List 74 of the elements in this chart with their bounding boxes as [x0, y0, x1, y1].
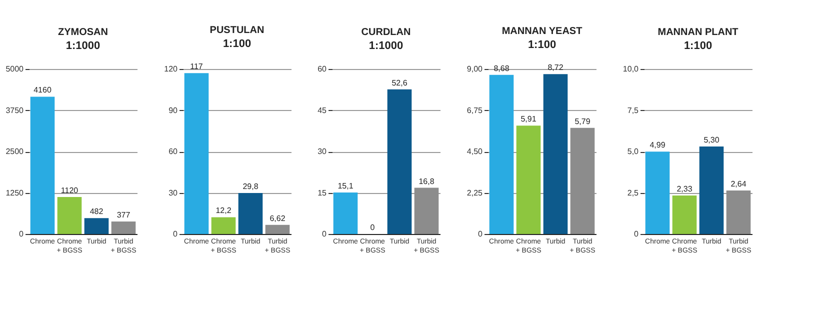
data-label: 5,79 — [574, 116, 591, 126]
data-label: 117 — [190, 62, 204, 72]
bar — [84, 218, 109, 234]
y-tick-label: 30 — [168, 188, 178, 198]
y-tick-label: 0 — [634, 230, 640, 238]
bar — [543, 74, 568, 234]
data-label: 4160 — [34, 86, 52, 95]
chart-subtitle: 1:1000 — [368, 40, 404, 52]
chart-title: CURDLAN — [361, 27, 411, 38]
bar — [699, 146, 724, 234]
chart-subtitle: 1:100 — [684, 40, 712, 52]
bar — [265, 224, 290, 234]
bar — [414, 188, 439, 234]
bar — [726, 190, 751, 234]
chart-subtitle: 1:100 — [528, 39, 556, 52]
y-tick-label: 15 — [318, 188, 328, 198]
data-label: 29,8 — [242, 182, 259, 192]
y-tick-label: 60 — [318, 64, 328, 74]
y-tick-label: 5,0 — [627, 147, 640, 156]
y-tick-label: 30 — [318, 147, 328, 156]
bar — [57, 197, 82, 234]
chart-title: MANNAN YEAST — [502, 26, 582, 38]
y-tick-label: 6,75 — [466, 106, 484, 115]
data-label: 6,62 — [270, 214, 286, 223]
bar — [333, 192, 358, 234]
bar — [570, 128, 595, 234]
data-label: 5,30 — [704, 136, 720, 145]
y-tick-label: 3750 — [6, 106, 24, 115]
y-tick-label: 10,0 — [622, 64, 640, 74]
bar — [111, 222, 136, 234]
chart-title: ZYMOSAN — [58, 27, 108, 38]
y-tick-label: 2,25 — [466, 188, 484, 198]
data-label: 15,1 — [338, 181, 354, 190]
bar — [516, 126, 541, 234]
y-tick-label: 2,5 — [627, 188, 640, 198]
bar — [211, 217, 236, 234]
data-label: 8,72 — [548, 63, 564, 72]
bar — [184, 73, 209, 234]
y-tick-label: 120 — [164, 64, 178, 74]
y-tick-label: 60 — [168, 147, 178, 156]
y-tick-label: 1250 — [6, 188, 24, 198]
y-tick-label: 5000 — [6, 64, 24, 74]
chart-subtitle: 1:1000 — [66, 40, 100, 52]
chart-title: PUSTULAN — [210, 25, 264, 36]
data-label: 2,64 — [730, 179, 747, 188]
y-tick-label: 2500 — [6, 147, 24, 156]
data-label: 5,91 — [520, 114, 537, 124]
bar — [238, 193, 263, 234]
y-tick-label: 7,5 — [627, 106, 640, 115]
bar — [30, 96, 55, 234]
chart-subtitle: 1:100 — [222, 38, 252, 50]
data-label: 0 — [370, 223, 376, 232]
data-label: 52,6 — [392, 78, 408, 88]
data-label: 482 — [90, 207, 104, 216]
y-tick-label: 0 — [478, 230, 484, 238]
bar — [489, 74, 514, 234]
bar — [672, 196, 697, 234]
y-tick-label: 0 — [19, 230, 24, 238]
chart-title: MANNAN PLANT — [658, 27, 738, 38]
y-tick-label: 0 — [173, 230, 178, 238]
data-label: 377 — [116, 210, 131, 220]
y-tick-label: 4,50 — [466, 147, 484, 156]
y-tick-label: 0 — [322, 230, 328, 238]
data-label: 16,8 — [418, 176, 435, 186]
data-label: 4,99 — [650, 140, 666, 150]
data-label: 8,68 — [494, 64, 510, 73]
data-label: 12,2 — [216, 206, 232, 216]
data-label: 2,33 — [676, 184, 693, 194]
y-tick-label: 90 — [168, 106, 178, 115]
bar — [387, 89, 412, 234]
data-label: 1120 — [60, 186, 79, 196]
y-tick-label: 45 — [318, 106, 328, 115]
y-tick-label: 9,00 — [466, 64, 484, 74]
bar — [645, 152, 670, 234]
